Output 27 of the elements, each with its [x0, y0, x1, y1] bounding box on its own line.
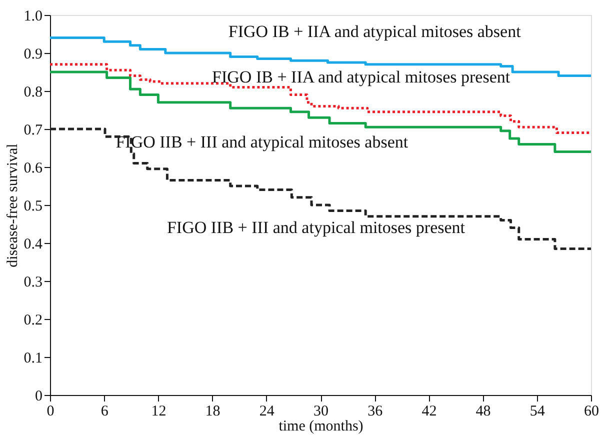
- y-tick-label: 0.6: [24, 160, 43, 176]
- y-tick-label: 0.2: [24, 312, 42, 328]
- y-tick-label: 1.0: [24, 8, 42, 24]
- series-label: FIGO IB + IIA and atypical mitoses present: [212, 68, 510, 87]
- y-tick-label: 0.3: [24, 274, 42, 290]
- x-tick-label: 6: [100, 404, 109, 420]
- x-tick-label: 24: [259, 404, 275, 420]
- x-tick-label: 30: [314, 404, 328, 420]
- x-tick-label: 36: [368, 404, 384, 420]
- y-tick-label: 0.4: [24, 236, 43, 252]
- x-tick-label: 12: [151, 404, 166, 420]
- y-tick-label: 0: [35, 388, 42, 404]
- x-tick-label: 48: [476, 404, 491, 420]
- x-tick-label: 54: [530, 404, 546, 420]
- x-axis-title: time (months): [278, 418, 364, 434]
- series-label: FIGO IB + IIA and atypical mitoses absent: [228, 22, 522, 42]
- y-tick-label: 0.7: [24, 122, 43, 138]
- series-label: FIGO IIB + III and atypical mitoses present: [166, 218, 466, 237]
- x-tick-label: 18: [205, 404, 220, 420]
- x-tick-label: 60: [584, 404, 599, 420]
- y-tick-label: 0.1: [24, 350, 42, 366]
- x-tick-label: 42: [422, 404, 437, 420]
- y-tick-label: 0.8: [24, 84, 42, 100]
- y-axis-title: disease-free survival: [4, 144, 21, 268]
- y-tick-label: 0.9: [24, 46, 42, 62]
- y-tick-label: 0.5: [24, 198, 42, 214]
- x-tick-label: 0: [46, 404, 54, 420]
